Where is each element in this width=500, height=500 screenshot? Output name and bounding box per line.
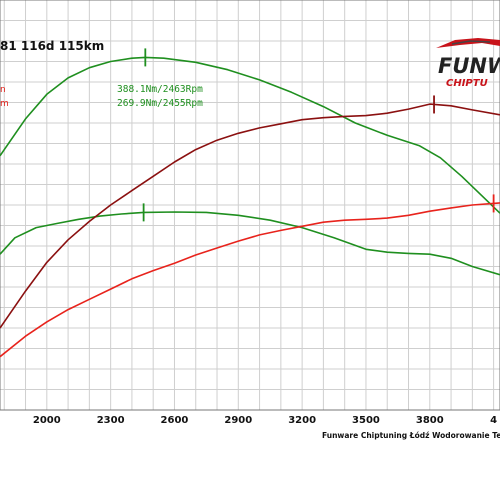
footer-text: Funware Chiptuning Łódź Wodorowanie Tel.… [322,431,500,440]
x-tick-label: 2300 [97,415,125,426]
side-label-2: m [0,99,9,109]
x-tick-label: 3500 [352,415,380,426]
x-tick-labels: 2000 2300 2600 2900 3200 3500 3800 4 [33,415,497,426]
x-tick-label: 3200 [288,415,316,426]
brand-name: FUNW [438,54,500,78]
x-tick-label: 2900 [224,415,252,426]
peak-markers [142,48,495,222]
brand-subtitle: CHIPTU [446,78,488,89]
series-line-2 [0,103,500,329]
x-tick-label: 2600 [161,415,189,426]
plot-frame [0,0,500,411]
series-line-1 [0,211,500,276]
x-tick-label: 3800 [416,415,444,426]
series-line-0 [0,56,500,214]
logo-swoosh [436,38,500,48]
x-tick-label: 4 [490,415,497,426]
logo-car-outline [451,40,491,45]
side-label-1: n [0,85,6,95]
grid [0,0,500,411]
annotation-power-peak: 388.1Nm/2463Rpm [117,84,203,95]
series-lines [0,56,500,358]
brand-logo: FUNW CHIPTU [436,38,500,89]
x-tick-label: 2000 [33,415,61,426]
series-line-3 [0,202,500,358]
annotation-torque-peak: 269.9Nm/2455Rpm [117,98,203,109]
chart-title: 81 116d 115km [0,39,104,53]
